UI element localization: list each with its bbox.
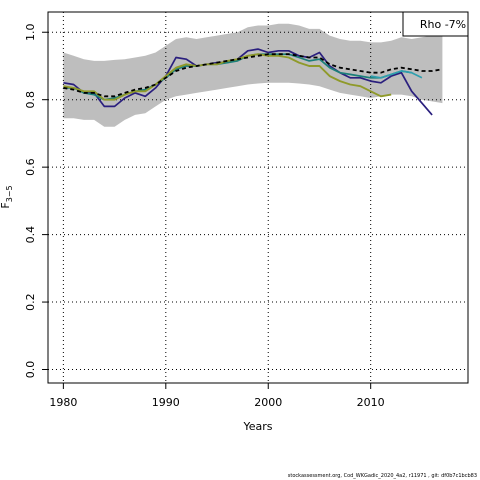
y-tick-label: 0.6: [24, 158, 37, 176]
confidence-band: [63, 23, 443, 127]
series-line-1: [63, 48, 433, 116]
x-tick-label: 1980: [49, 396, 77, 409]
x-tick-label: 2010: [357, 396, 385, 409]
series-line-4: [63, 53, 392, 101]
footer-caption: stockassessment.org, Cod_WKGadic_2020_4a…: [288, 473, 477, 479]
y-axis-title: F3−5: [0, 185, 14, 208]
plot-frame: [47, 11, 469, 384]
y-axis: 0.0 0.2 0.4 0.6 0.8 1.0: [24, 23, 48, 378]
x-tick-label: 2000: [254, 396, 282, 409]
y-tick-label: 0.2: [24, 293, 37, 311]
y-tick-label: 1.0: [24, 23, 37, 41]
x-axis: 1980 1990 2000 2010: [49, 383, 385, 409]
series-line-3: [370, 70, 423, 79]
y-axis-title-sub: 3−5: [5, 185, 14, 202]
x-tick-label: 1990: [152, 396, 180, 409]
legend: Rho -7%: [402, 11, 469, 37]
series-layer: [63, 48, 443, 116]
x-axis-title: Years: [242, 420, 272, 433]
y-tick-label: 0.0: [24, 361, 37, 379]
y-tick-label: 0.4: [24, 226, 37, 244]
y-tick-label: 0.8: [24, 91, 37, 109]
series-line-5: [63, 53, 443, 98]
confidence-band-layer: [63, 23, 443, 127]
y-axis-title-main: F: [0, 202, 12, 208]
legend-text: Rho -7%: [420, 18, 466, 31]
legend-box: [402, 11, 469, 37]
